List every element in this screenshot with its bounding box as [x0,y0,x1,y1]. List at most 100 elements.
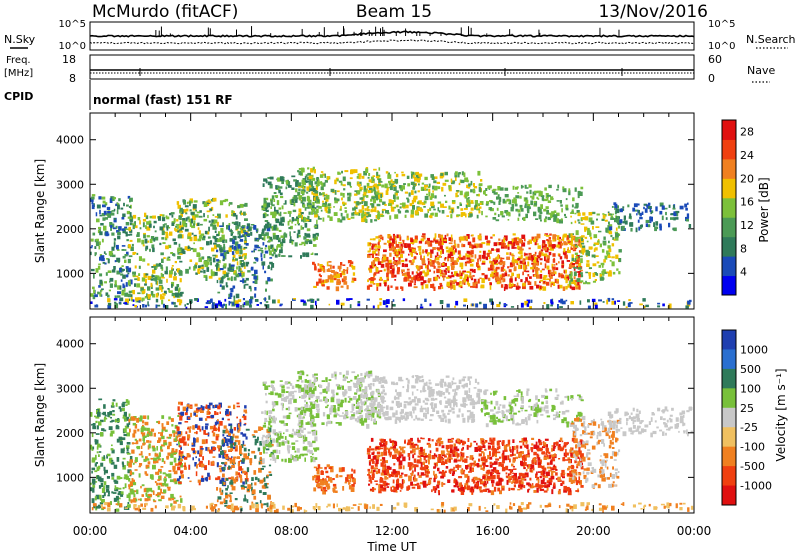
echo-cell [573,271,577,277]
echo-cell [97,476,102,482]
echo-cell [216,221,219,227]
echo-cell [166,257,170,261]
echo-cell [131,243,134,247]
echo-cell [228,263,231,269]
echo-cell [180,439,184,444]
echo-cell [198,230,201,235]
echo-cell [550,304,553,307]
echo-cell [657,302,661,305]
echo-cell [267,277,271,282]
echo-cell [404,263,408,268]
echo-cell [109,283,113,288]
echo-cell [307,202,309,206]
echo-cell [581,242,585,245]
echo-cell [168,470,172,472]
echo-cell [237,440,241,445]
echo-cell [506,211,511,215]
echo-cell [303,185,306,189]
echo-cell [254,244,258,248]
echo-cell [221,439,224,445]
echo-cell [558,239,561,244]
echo-cell [95,238,99,242]
echo-cell [434,195,437,199]
echo-cell [579,191,583,196]
echo-cell [294,223,297,226]
echo-cell [464,263,467,267]
echo-cell [612,271,616,275]
echo-cell [258,234,262,239]
echo-cell [238,265,241,270]
echo-cell [172,497,176,500]
echo-cell [518,238,522,244]
echo-cell [99,279,103,285]
echo-cell [173,457,177,463]
colorbar-segment [722,217,736,238]
echo-cell [144,212,147,217]
echo-cell [142,442,145,446]
echo-cell [429,253,433,258]
echo-cell [359,394,362,399]
echo-cell [161,274,164,277]
echo-cell [350,261,354,265]
echo-cell [304,207,307,211]
echo-cell [369,267,373,273]
echo-cell [215,433,220,438]
echo-cell [455,300,459,306]
echo-cell [283,233,288,238]
echo-cell [544,263,547,269]
echo-cell [137,428,140,432]
echo-cell [244,486,247,488]
echo-cell [674,217,679,220]
echo-cell [552,281,556,286]
echo-cell [560,218,563,221]
echo-cell [438,286,442,290]
echo-cell [207,199,210,203]
echo-cell [446,303,450,308]
echo-cell [519,205,523,210]
echo-cell [213,219,218,224]
echo-cell [465,213,467,218]
echo-cell [574,220,577,224]
echo-cell [177,458,180,461]
echo-cell [178,234,182,239]
echo-cell [173,478,177,483]
echo-cell [214,254,218,258]
echo-cell [428,188,431,192]
echo-cell [100,223,104,226]
echo-cell [468,251,473,256]
echo-cell [655,206,658,212]
echo-cell [592,226,594,230]
echo-cell [616,219,620,224]
echo-cell [176,478,180,482]
echo-cell [199,452,203,457]
echo-cell [226,225,229,230]
echo-cell [612,237,615,240]
echo-cell [159,471,162,474]
echo-cell [158,216,162,221]
echo-cell [313,244,317,247]
echo-cell [448,185,451,190]
echo-cell [137,297,142,302]
echo-cell [565,274,568,277]
echo-cell [274,401,279,406]
echo-cell [360,373,363,376]
echo-cell [595,226,600,228]
echo-cell [334,190,337,195]
echo-cell [315,300,317,306]
echo-cell [168,475,171,477]
echo-cell [145,464,150,468]
echo-cell [237,472,240,476]
echo-cell [401,185,405,190]
echo-cell [359,189,362,192]
echo-cell [379,198,383,203]
echo-cell [171,293,175,297]
echo-cell [206,241,210,246]
echo-cell [91,194,96,197]
echo-cell [109,281,111,283]
echo-cell [672,205,675,209]
colorbar-segment [722,256,736,277]
echo-cell [224,464,227,467]
echo-cell [393,206,396,209]
echo-cell [279,211,282,217]
